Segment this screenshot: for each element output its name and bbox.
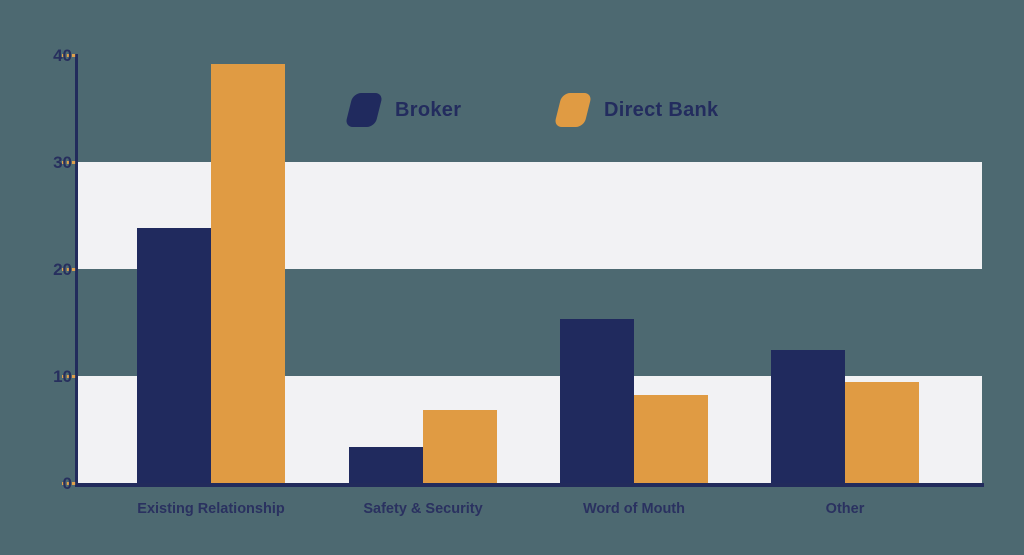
x-category-label: Word of Mouth [582,501,686,517]
bar-direct-bank [845,382,919,483]
y-tick-label: 0 [62,474,72,493]
y-tick-mark [62,375,76,378]
y-tick-label: 20 [53,260,72,279]
bar-direct-bank [423,410,497,483]
y-tick-mark [62,54,76,57]
legend-label-direct-bank: Direct Bank [604,98,719,121]
bar-direct-bank [211,63,285,483]
legend-item-direct-bank: Direct Bank [553,92,719,128]
bar-direct-bank [634,395,708,483]
x-category-label: Existing Relationship [137,501,285,517]
direct-bank-swatch-icon [553,93,593,127]
x-axis [75,483,984,487]
y-tick-label: 10 [53,367,72,386]
chart-legend: Broker Direct Bank [0,92,1024,128]
broker-swatch-icon [344,93,384,127]
y-tick-mark [62,161,76,164]
x-category-label: Other [825,501,865,517]
x-category-label: Safety & Security [363,501,483,517]
y-axis [75,54,78,486]
legend-item-broker: Broker [344,92,462,128]
y-tick-mark [62,268,76,271]
legend-label-broker: Broker [395,98,462,121]
y-tick-label: 30 [53,153,72,172]
bar-broker [137,228,211,483]
bar-broker [349,446,423,483]
y-tick-label: 40 [53,46,72,65]
bar-broker [560,319,634,483]
bar-broker [771,350,845,483]
y-tick-mark [62,482,76,485]
